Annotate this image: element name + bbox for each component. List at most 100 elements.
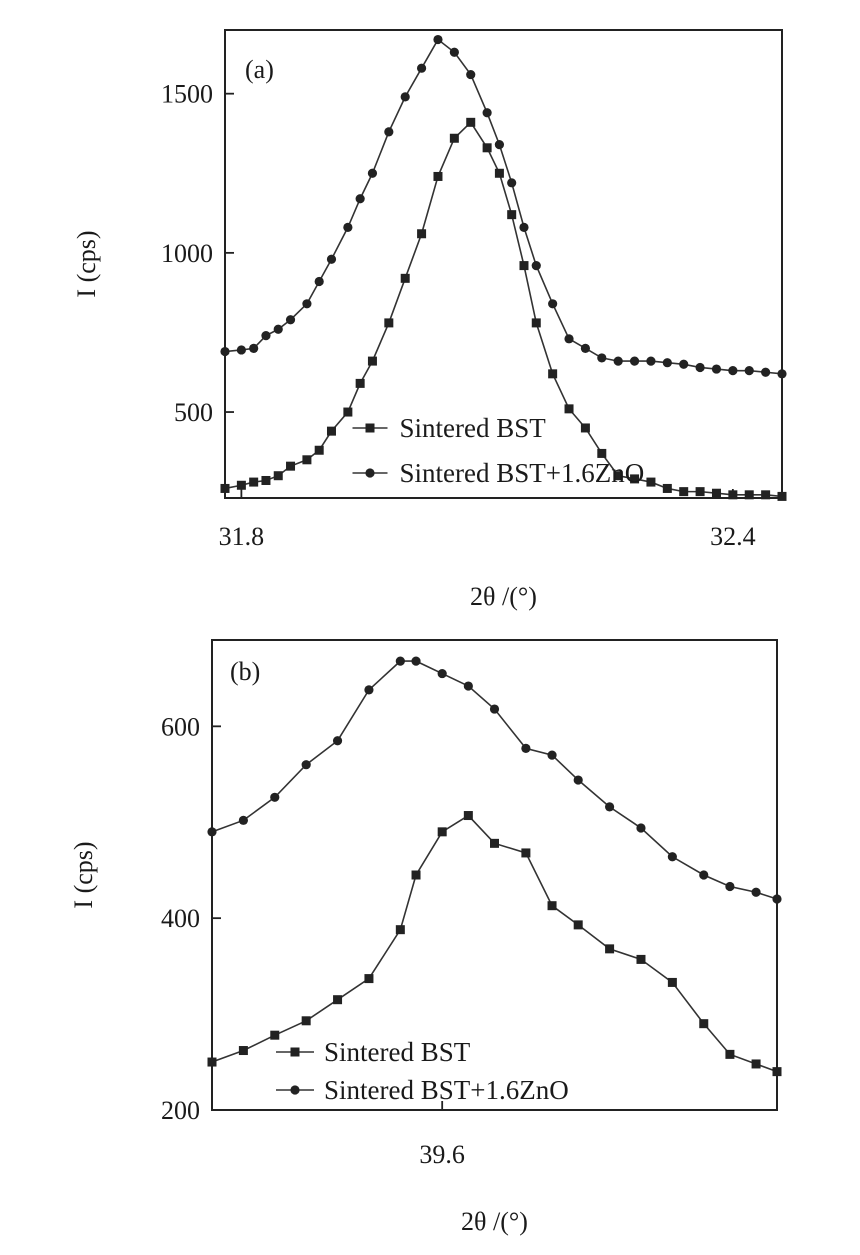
data-point bbox=[364, 974, 374, 984]
data-point bbox=[437, 668, 447, 679]
data-point bbox=[597, 448, 607, 458]
data-point bbox=[725, 1049, 735, 1059]
data-point bbox=[411, 870, 421, 880]
series-sintered-bst bbox=[207, 811, 782, 1077]
panel-label: (b) bbox=[230, 657, 260, 686]
x-axis-title: 2θ /(°) bbox=[470, 582, 537, 611]
data-point bbox=[711, 488, 721, 498]
legend-marker bbox=[290, 1047, 300, 1057]
legend: Sintered BST Sintered BST+1.6ZnO bbox=[276, 1037, 569, 1105]
data-point bbox=[679, 359, 689, 369]
data-point bbox=[207, 1057, 217, 1067]
data-point bbox=[772, 1067, 782, 1077]
data-point bbox=[332, 736, 343, 746]
data-point bbox=[449, 47, 459, 57]
data-point bbox=[301, 1016, 311, 1026]
plot-frame bbox=[211, 639, 778, 1111]
data-point bbox=[699, 1019, 709, 1029]
x-tick-label: 39.6 bbox=[419, 1140, 465, 1169]
y-tick-label: 500 bbox=[174, 398, 213, 427]
data-point bbox=[751, 887, 761, 897]
data-point bbox=[482, 108, 492, 118]
data-point bbox=[326, 426, 336, 436]
data-point bbox=[355, 378, 365, 388]
data-point bbox=[343, 222, 353, 232]
data-point bbox=[761, 367, 771, 377]
legend-marker bbox=[365, 468, 375, 478]
data-point bbox=[695, 362, 705, 373]
data-point bbox=[667, 977, 677, 987]
data-point bbox=[416, 63, 427, 73]
y-tick-label: 1500 bbox=[161, 80, 213, 109]
data-point bbox=[238, 815, 248, 825]
data-point bbox=[662, 358, 672, 368]
data-point bbox=[286, 461, 296, 471]
data-point bbox=[667, 852, 677, 862]
data-point bbox=[314, 445, 324, 455]
plot-frame bbox=[224, 29, 783, 499]
data-point bbox=[519, 261, 529, 271]
data-point bbox=[573, 775, 583, 785]
data-point bbox=[314, 276, 324, 287]
data-point bbox=[636, 823, 646, 833]
data-point bbox=[494, 140, 505, 150]
data-point bbox=[417, 229, 427, 239]
series-line bbox=[211, 660, 778, 900]
data-point bbox=[507, 178, 517, 188]
legend-label: Sintered BST bbox=[324, 1037, 471, 1067]
data-point bbox=[355, 194, 365, 204]
legend-marker bbox=[365, 423, 375, 433]
data-point bbox=[482, 143, 492, 153]
data-point bbox=[636, 954, 646, 964]
data-point bbox=[400, 273, 410, 283]
data-point bbox=[261, 475, 271, 485]
y-axis-title: I (cps) bbox=[72, 230, 101, 297]
data-point bbox=[521, 848, 531, 858]
data-point bbox=[411, 656, 421, 666]
data-point bbox=[326, 254, 337, 264]
data-point bbox=[384, 318, 394, 328]
data-point bbox=[273, 471, 283, 481]
data-point bbox=[580, 343, 591, 353]
legend: Sintered BST Sintered BST+1.6ZnO bbox=[352, 413, 644, 488]
y-tick-label: 1000 bbox=[161, 239, 213, 268]
data-point bbox=[236, 345, 246, 355]
y-axis-title: I (cps) bbox=[69, 841, 98, 908]
data-point bbox=[772, 894, 782, 904]
data-point bbox=[699, 870, 709, 880]
data-point bbox=[605, 944, 615, 954]
data-point bbox=[604, 802, 615, 812]
data-point bbox=[463, 811, 473, 821]
data-point bbox=[433, 171, 443, 181]
data-point bbox=[761, 490, 771, 500]
data-point bbox=[777, 491, 787, 501]
data-point bbox=[548, 299, 558, 309]
data-point bbox=[333, 995, 343, 1005]
data-point bbox=[449, 133, 459, 143]
data-point bbox=[547, 750, 557, 760]
data-point bbox=[613, 471, 623, 481]
y-tick-label: 200 bbox=[161, 1096, 200, 1125]
data-point bbox=[220, 346, 230, 357]
data-point bbox=[220, 483, 230, 493]
data-point bbox=[207, 827, 217, 837]
data-point bbox=[662, 483, 672, 493]
data-point bbox=[728, 366, 738, 376]
data-point bbox=[646, 356, 656, 366]
x-axis-title: 2θ /(°) bbox=[461, 1207, 528, 1236]
series-sintered-bst-zno bbox=[207, 656, 782, 904]
data-point bbox=[679, 487, 689, 497]
data-point bbox=[580, 423, 590, 433]
data-point bbox=[285, 315, 296, 325]
data-point bbox=[364, 685, 374, 695]
data-point bbox=[646, 477, 656, 487]
series-sintered-bst-zno bbox=[220, 34, 787, 379]
data-point bbox=[367, 356, 377, 366]
data-point bbox=[489, 704, 500, 714]
series-line bbox=[224, 38, 783, 375]
data-point bbox=[597, 353, 607, 363]
y-tick-label: 400 bbox=[161, 904, 200, 933]
